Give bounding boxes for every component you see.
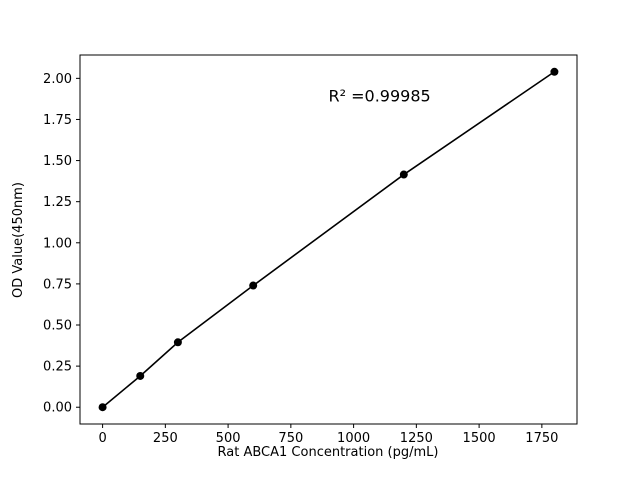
y-tick-label: 0.50 (43, 319, 72, 334)
x-tick-label: 1250 (400, 431, 433, 446)
data-point (550, 67, 559, 76)
plot-border (79, 54, 578, 425)
data-point (249, 281, 258, 290)
y-tick-label: 0.25 (43, 360, 72, 375)
data-point (399, 170, 408, 179)
x-tick-label: 750 (278, 431, 303, 446)
data-point (173, 338, 182, 347)
data-point (136, 371, 145, 380)
r-squared-annotation: R² =0.99985 (329, 86, 431, 105)
y-tick-label: 0.00 (43, 401, 72, 416)
y-axis-label: OD Value(450nm) (11, 182, 26, 298)
data-point (98, 403, 107, 412)
y-tick-label: 1.00 (43, 236, 72, 251)
x-tick-label: 1750 (525, 431, 558, 446)
x-axis-label: Rat ABCA1 Concentration (pg/mL) (218, 445, 439, 460)
y-tick-label: 0.75 (43, 277, 72, 292)
x-tick-label: 500 (216, 431, 241, 446)
y-tick-label: 2.00 (43, 72, 72, 87)
y-tick-label: 1.25 (43, 195, 72, 210)
y-tick-label: 1.75 (43, 113, 72, 128)
series-line (102, 71, 555, 408)
x-tick-label: 0 (98, 431, 106, 446)
x-tick-label: 250 (153, 431, 178, 446)
x-tick-label: 1500 (463, 431, 496, 446)
x-tick-label: 1000 (337, 431, 370, 446)
y-tick-label: 1.50 (43, 154, 72, 169)
